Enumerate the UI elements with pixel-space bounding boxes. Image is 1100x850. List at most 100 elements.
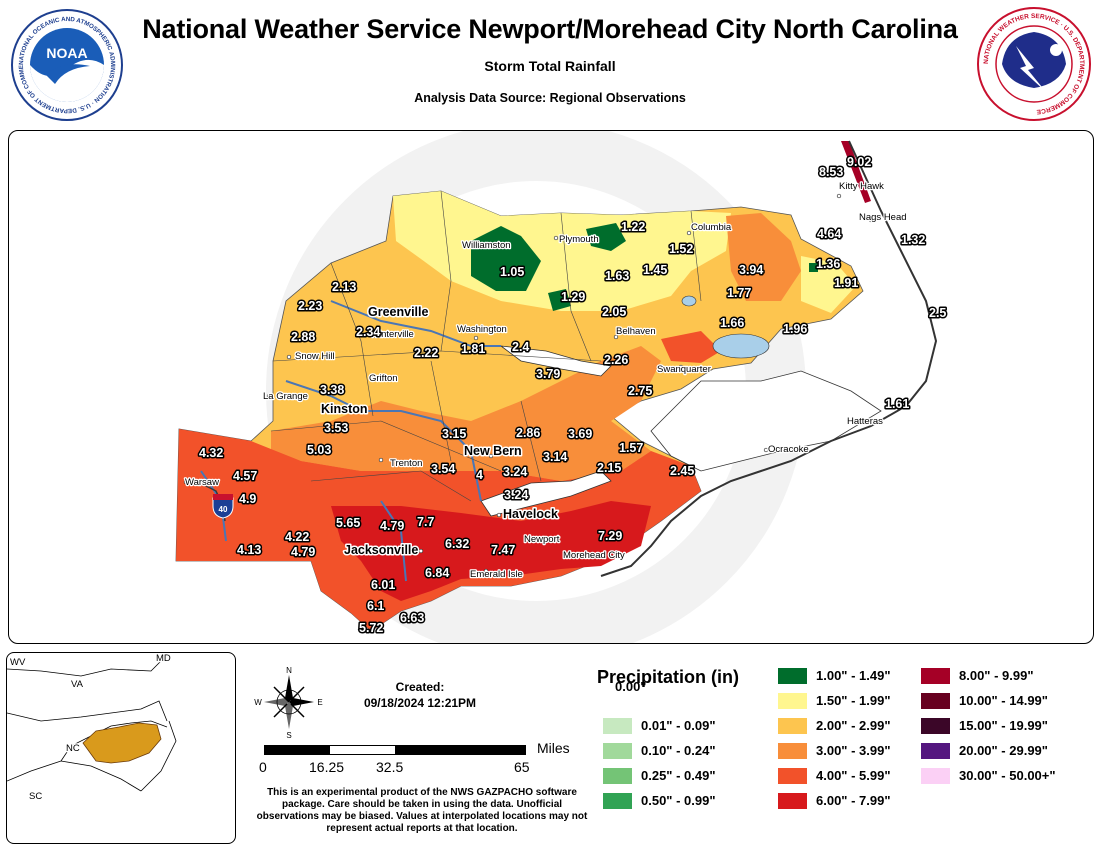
rainfall-value: 2.86 [516,426,540,440]
lake-small [681,295,697,307]
legend-label: 8.00" - 9.99" [959,668,1034,683]
rainfall-value: 6.84 [425,566,449,580]
city-trenton: Trenton [390,458,422,469]
rainfall-value: 1.45 [643,263,667,277]
legend-swatch [778,793,807,809]
rainfall-value: 9.02 [847,155,871,169]
legend-label: 2.00" - 2.99" [816,718,891,733]
rainfall-value: 4.57 [233,469,257,483]
scale-tick-3: 65 [514,759,530,775]
outer-banks [600,140,938,577]
city-snow-hill: Snow Hill [295,351,335,362]
rainfall-value: 1.32 [901,233,925,247]
inset-label-wv: WV [10,657,26,668]
disclaimer-text: This is an experimental product of the N… [256,787,588,834]
rainfall-value: 4.64 [817,227,841,241]
rainfall-value: 1.52 [669,242,693,256]
scale-tick-1: 16.25 [309,759,345,775]
rainfall-value: 6.32 [445,537,469,551]
rainfall-value: 3.14 [543,450,567,464]
rainfall-value: 3.24 [503,465,527,479]
zone-1-to-1-5-b [586,223,626,251]
legend-label: 3.00" - 3.99" [816,743,891,758]
legend-title: Precipitation (in) [597,667,740,687]
legend-label: 1.00" - 1.49" [816,668,891,683]
svg-text:N: N [286,666,292,675]
legend-label: 0.01" - 0.09" [641,718,716,733]
city-williamston: Williamston [462,240,511,251]
city-grifton: Grifton [369,373,398,384]
river-1 [285,380,482,502]
legend-swatch [603,693,632,709]
scale-unit: Miles [537,740,570,756]
county-lines [270,190,702,502]
legend-label: 10.00" - 14.99" [959,693,1048,708]
city-ocracoke: Ocracoke [768,444,809,455]
rainfall-value: 3.69 [568,427,592,441]
rainfall-value: 2.26 [604,353,628,367]
noaa-logo: NATIONAL OCEANIC AND ATMOSPHERIC ADMINIS… [10,8,123,121]
pamlico-river [499,345,612,377]
zone-3-to-4-central [271,346,661,481]
city-columbia: Columbia [691,222,732,233]
data-source-label: Analysis Data Source: Regional Observati… [414,91,686,105]
zone-1-5-to-2 [393,191,731,311]
city-greenville: Greenville [368,305,428,319]
city-winterville: Winterville [370,329,414,340]
rainfall-value: 3.38 [320,383,344,397]
legend-label: 20.00" - 29.99" [959,743,1048,758]
legend-swatch [778,693,807,709]
city-jacksonville: Jacksonville [344,543,418,557]
scale-tick-2: 32.5 [376,759,404,775]
city-new-bern: New Bern [464,444,522,458]
legend-swatch [921,693,950,709]
city-washington: Washington [457,324,507,335]
rainfall-value: 3.79 [536,367,560,381]
rainfall-value: 1.57 [619,441,643,455]
zone-4-to-6-pamlico [661,331,721,363]
legend-label: 6.00" - 7.99" [816,793,891,808]
rainfall-value: 2.13 [332,280,356,294]
city-hatteras: Hatteras [847,416,883,427]
rainfall-value: 1.22 [621,220,645,234]
legend-swatch [778,718,807,734]
legend-swatch [921,768,950,784]
rainfall-value: 4.79 [380,519,404,533]
rainfall-value: 1.91 [834,276,858,290]
rainfall-value: 7.29 [598,529,622,543]
rainfall-value: 2.88 [291,330,315,344]
rainfall-value: 1.63 [605,269,629,283]
legend-label: 0.00" [615,679,647,694]
rainfall-value: 2.34 [356,325,380,339]
rainfall-value: 5.03 [307,443,331,457]
legend-swatch [603,768,632,784]
rainfall-value: 6.63 [400,611,424,625]
legend-label: 30.00" - 50.00+" [959,768,1056,783]
inset-svg: WV MD VA NC SC [7,653,177,803]
legend-label: 15.00" - 19.99" [959,718,1048,733]
rainfall-value: 1.36 [816,257,840,271]
rainfall-value: 5.65 [336,516,360,530]
rainfall-value: 4.9 [239,492,256,506]
rainfall-value: 1.05 [500,265,524,279]
svg-text:S: S [286,731,291,739]
neuse-river [480,470,612,517]
svg-text:W: W [254,698,262,707]
page-title: National Weather Service Newport/Morehea… [142,14,958,44]
zone-3-to-4-northeast [726,213,801,301]
rainfall-value: 4 [476,468,483,482]
zone-1-to-1-5-a [471,226,541,291]
lake-mattamuskeet [712,333,770,359]
rainfall-value: 4.79 [291,545,315,559]
city-emerald-isle: Emerald Isle [470,569,523,580]
legend-label: 0.10" - 0.24" [641,743,716,758]
legend-swatch [921,668,950,684]
river-4 [380,500,407,582]
rainfall-value: 1.66 [720,316,744,330]
interstate-shield: 40 [212,494,234,519]
created-date: 09/18/2024 12:21PM [363,696,477,710]
rainfall-value: 2.4 [512,340,529,354]
rainfall-value: 7.7 [417,515,434,529]
inset-locator-map: WV MD VA NC SC [6,652,236,844]
city-havelock: Havelock [503,507,558,521]
